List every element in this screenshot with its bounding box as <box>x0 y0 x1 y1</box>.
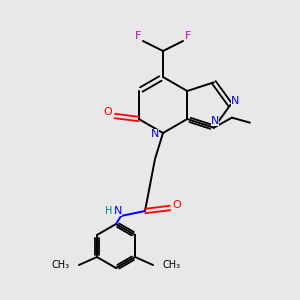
Text: CH₃: CH₃ <box>52 260 70 270</box>
Text: N: N <box>114 206 122 216</box>
Text: N: N <box>211 116 219 126</box>
Text: O: O <box>103 107 112 117</box>
Text: F: F <box>135 31 141 41</box>
Text: CH₃: CH₃ <box>162 260 180 270</box>
Text: N: N <box>151 129 159 139</box>
Text: N: N <box>231 96 239 106</box>
Text: H: H <box>105 206 113 216</box>
Text: F: F <box>185 31 191 41</box>
Text: O: O <box>172 200 182 210</box>
